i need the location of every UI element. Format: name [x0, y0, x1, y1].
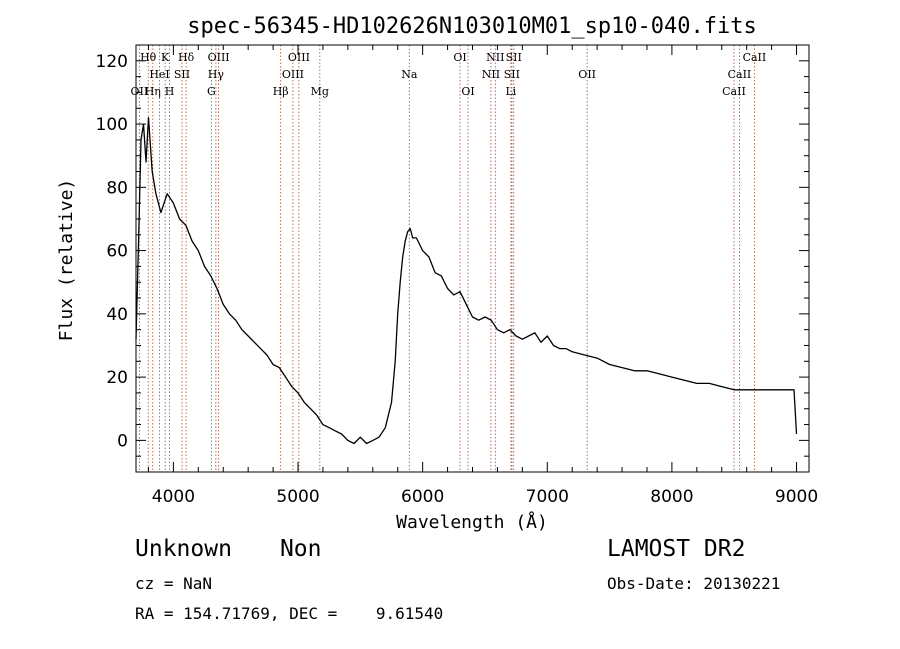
y-tick-label: 120: [96, 52, 128, 72]
line-marker-label: SII: [504, 68, 520, 81]
line-marker-label: Li: [505, 85, 516, 98]
line-marker-label: Na: [401, 68, 418, 81]
spectral-subclass: Non: [279, 536, 322, 562]
ra-dec-coordinates: RA = 154.71769, DEC = 9.61540: [135, 604, 444, 623]
line-marker-label: H: [165, 85, 175, 98]
line-marker-label: Hθ: [140, 51, 157, 64]
survey-name: LAMOST DR2: [607, 536, 746, 562]
redshift-cz: cz = NaN: [135, 574, 213, 593]
x-tick-label: 5000: [276, 487, 319, 507]
plot-frame: [135, 44, 810, 473]
line-marker-label: SII: [506, 51, 522, 64]
classification-line: Unknown Non: [135, 536, 321, 562]
line-marker-label: Hη: [145, 85, 161, 98]
line-marker-label: OIII: [282, 68, 304, 81]
line-marker-label: Hδ: [178, 51, 195, 64]
observation-date: Obs-Date: 20130221: [607, 574, 781, 593]
y-tick-label: 100: [96, 115, 128, 135]
line-marker-label: HeI: [149, 68, 169, 81]
line-markers: [138, 45, 755, 472]
line-marker-label: Hβ: [273, 85, 289, 98]
y-axis: 0 20 40 60 80 100 120: [96, 44, 809, 473]
x-tick-label: 8000: [650, 487, 693, 507]
y-tick-label: 60: [106, 242, 128, 262]
x-axis-label: Wavelength (Å): [396, 511, 548, 533]
line-marker-label: NII: [486, 51, 504, 64]
line-marker-label: CaII: [722, 85, 746, 98]
line-marker-label: Mg: [311, 85, 329, 98]
y-tick-label: 80: [106, 178, 128, 198]
x-axis: 4000 5000 6000 7000 8000 9000: [147, 45, 818, 507]
line-marker-label: SII: [174, 68, 190, 81]
line-marker-label: OI: [453, 51, 466, 64]
line-marker-label: K: [161, 51, 170, 64]
line-marker-label: OI: [461, 85, 474, 98]
x-tick-label: 7000: [526, 487, 569, 507]
chart-title: spec-56345-HD102626N103010M01_sp10-040.f…: [187, 14, 757, 39]
line-marker-labels: HeI K SII H Hδ OIII Hγ G OIII OIII Hβ Mg Na OI OI NII NI…: [131, 51, 767, 98]
spectral-class: Unknown: [135, 536, 232, 562]
spectrum-series-line: [135, 117, 798, 445]
line-marker-label: CaII: [743, 51, 767, 64]
line-marker-label: Hγ: [208, 68, 225, 81]
line-marker-label: OIII: [208, 51, 230, 64]
y-tick-label: 0: [117, 431, 128, 451]
line-marker-label: NII: [482, 68, 500, 81]
y-tick-label: 20: [106, 368, 128, 388]
y-axis-label: Flux (relative): [56, 179, 77, 342]
line-marker-label: OIII: [288, 51, 310, 64]
y-tick-label: 40: [106, 305, 128, 325]
x-tick-label: 6000: [401, 487, 444, 507]
line-marker-label: OII: [131, 85, 149, 98]
line-marker-label: CaII: [728, 68, 752, 81]
line-marker-label: G: [207, 85, 216, 98]
x-tick-label: 4000: [152, 487, 195, 507]
x-tick-label: 9000: [775, 487, 818, 507]
line-marker-label: OII: [578, 68, 596, 81]
